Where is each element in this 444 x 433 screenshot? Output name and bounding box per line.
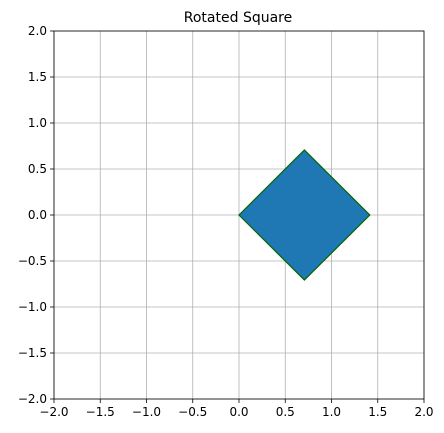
y-tick-label: −1.0 [18, 300, 47, 314]
plot-area [238, 149, 371, 281]
chart-title: Rotated Square [184, 10, 292, 26]
y-tick-label: 1.5 [28, 70, 47, 84]
y-tick-label: −2.0 [18, 392, 47, 406]
x-tick-label: 0.5 [276, 405, 295, 419]
x-tick-label: 1.5 [368, 405, 387, 419]
y-tick-label: 0.0 [28, 208, 47, 222]
x-tick-label: 2.0 [414, 405, 433, 419]
y-tick-label: −0.5 [18, 254, 47, 268]
x-tick-label: −1.5 [86, 405, 115, 419]
axis-ticks: −2.0 −1.5 −1.0 −0.5 0.0 0.5 1.0 1.5 2.0 −2.0 −1.5 −… [18, 24, 434, 419]
x-tick-label: 1.0 [322, 405, 341, 419]
rotated-square-polygon [238, 149, 371, 281]
y-tick-label: 0.5 [28, 162, 47, 176]
x-tick-label: 0.0 [229, 405, 248, 419]
x-tick-label: −2.0 [39, 405, 68, 419]
y-tick-label: 1.0 [28, 116, 47, 130]
x-tick-label: −0.5 [178, 405, 207, 419]
x-tick-label: −1.0 [132, 405, 161, 419]
y-tick-label: −1.5 [18, 346, 47, 360]
y-tick-label: 2.0 [28, 24, 47, 38]
